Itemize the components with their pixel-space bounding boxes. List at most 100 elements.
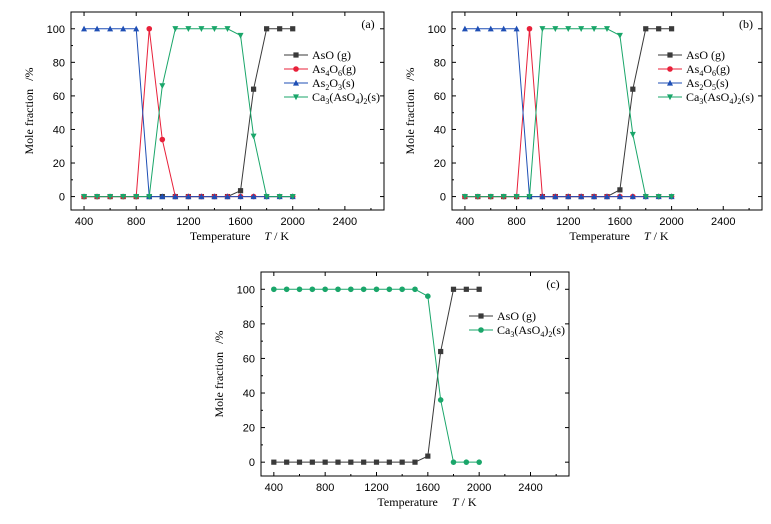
data-point [526,193,533,200]
data-point [642,193,649,200]
data-point [591,26,598,32]
data-point [539,26,546,32]
y-tick-label: 60 [243,353,255,365]
data-point [373,459,380,465]
data-point [643,26,649,32]
legend-label: AsO (g) [497,309,536,323]
data-point [185,26,192,32]
data-point [656,26,662,32]
x-tick-label: 400 [265,482,283,494]
legend-label: AsO (g) [686,48,725,62]
x-axis-label: Temperature T / K [569,229,668,243]
y-tick-label: 40 [434,124,446,136]
legend-marker [478,313,484,319]
x-tick-label: 800 [507,216,525,228]
data-point [476,286,482,292]
data-point [450,286,457,292]
data-point [120,193,127,200]
data-point [146,25,153,32]
series-0: AsO (g) [462,26,725,200]
x-tick-label: 2400 [711,216,735,228]
y-tick-label: 20 [53,158,65,170]
data-point [425,293,431,300]
data-point [224,26,231,32]
data-point [335,286,341,293]
data-point [513,25,520,32]
y-tick-label: 40 [53,124,65,136]
data-point [461,193,468,200]
x-tick-label: 2400 [333,216,357,228]
data-point [616,193,623,200]
data-point [399,459,405,465]
data-point [617,187,623,193]
data-point [616,32,623,39]
x-tick-label: 1200 [364,482,388,494]
x-tick-label: 800 [316,482,334,494]
panel-label: (a) [361,17,374,31]
data-point [604,193,610,200]
data-point [94,193,101,200]
plot-frame [260,271,570,477]
data-point [159,193,166,200]
data-point [463,286,469,292]
series-0: AsO (g) [271,286,536,465]
data-point [271,286,277,293]
data-point [309,286,316,293]
data-point [322,459,328,465]
x-axis-label: Temperature T / K [190,229,289,243]
data-point [552,26,559,32]
data-point [476,459,482,465]
data-point [348,286,354,293]
x-tick-label: 2000 [280,216,304,228]
panel-label: (b) [739,17,753,31]
data-point [263,193,270,200]
y-axis-label: Mole fraction/% [22,68,36,155]
data-point [438,348,444,355]
data-point [296,286,303,293]
data-point [412,286,418,293]
data-point [386,459,392,465]
data-point [120,25,127,32]
legend-marker [667,94,673,101]
y-tick-label: 100 [237,284,255,296]
data-point [309,459,315,465]
data-point [513,193,520,200]
y-axis-label: Mole fraction/% [403,68,417,155]
data-point [159,136,166,143]
data-point [335,459,341,465]
data-point [211,193,218,200]
legend-label: AsO (g) [312,48,351,62]
legend-label: As4O6(g) [312,62,356,78]
data-point [237,32,244,39]
data-point [500,25,507,32]
x-tick-label: 2000 [467,482,491,494]
data-point [185,193,192,200]
data-point [172,26,179,32]
y-tick-label: 20 [434,158,446,170]
data-point [399,286,405,293]
data-point [578,193,585,200]
y-tick-label: 0 [440,192,446,204]
panel-label: (c) [546,277,559,291]
data-point [322,286,328,293]
y-tick-label: 40 [243,388,255,400]
data-point [348,459,354,465]
data-point [159,83,166,90]
data-point [500,193,507,200]
data-point [289,193,296,200]
y-tick-label: 20 [243,423,255,435]
legend-label: Ca3(AsO4)2(s) [497,323,565,339]
data-point [81,193,88,200]
x-tick-label: 800 [127,216,145,228]
data-point [655,193,662,200]
data-point [198,26,205,32]
data-point [146,193,153,200]
data-point [487,193,494,200]
legend-label: As2O5(s) [686,76,729,92]
plot-frame [70,11,385,211]
y-tick-label: 60 [434,91,446,103]
data-point [224,193,231,200]
data-point [526,25,533,32]
legend-marker [293,52,299,58]
data-point [425,453,431,459]
